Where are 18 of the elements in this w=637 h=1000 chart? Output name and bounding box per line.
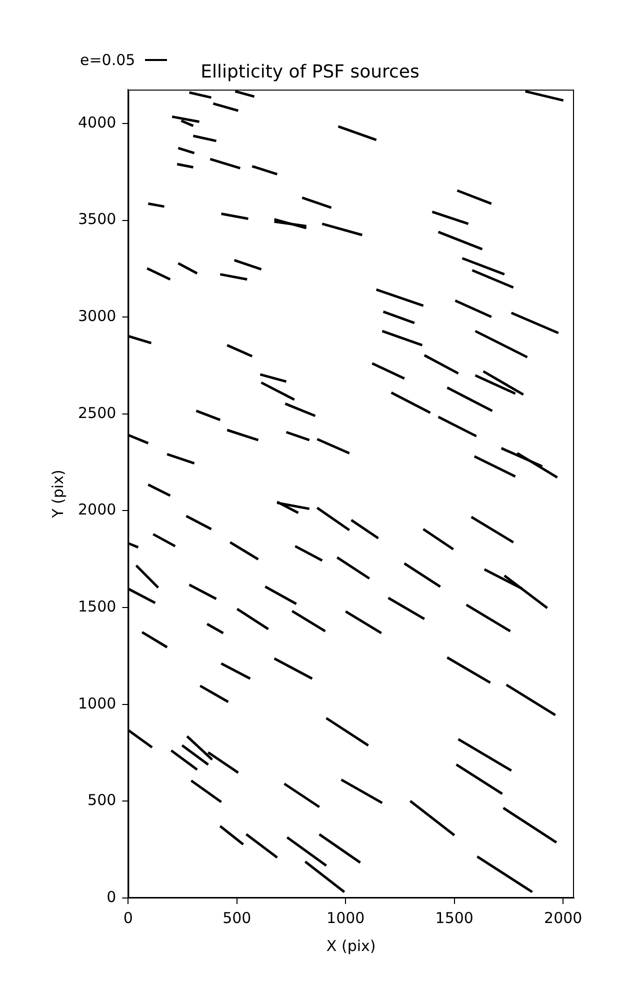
y-tick-label: 500 [88,791,116,810]
text: e=0.05 [80,50,136,70]
y-tick-label: 1000 [78,694,116,712]
x-axis-title: X (pix) [326,936,376,955]
y-tick-label: 3000 [78,307,116,326]
y-tick-label: 0 [106,888,116,906]
y-tick-label: 3500 [78,210,116,228]
y-tick-label: 4000 [78,113,116,132]
x-tick-label: 500 [222,908,252,927]
y-tick-label: 2000 [78,500,116,519]
x-tick-label: 2000 [544,908,582,927]
y-tick-label: 1500 [78,597,116,616]
x-tick-label: 1500 [435,908,474,927]
chart-title: Ellipticity of PSF sources [200,61,420,82]
y-axis-title: Y (pix) [48,470,67,519]
y-tick-label: 2500 [78,404,116,422]
x-tick-label: 1000 [326,908,365,927]
x-tick-label: 0 [123,908,133,927]
